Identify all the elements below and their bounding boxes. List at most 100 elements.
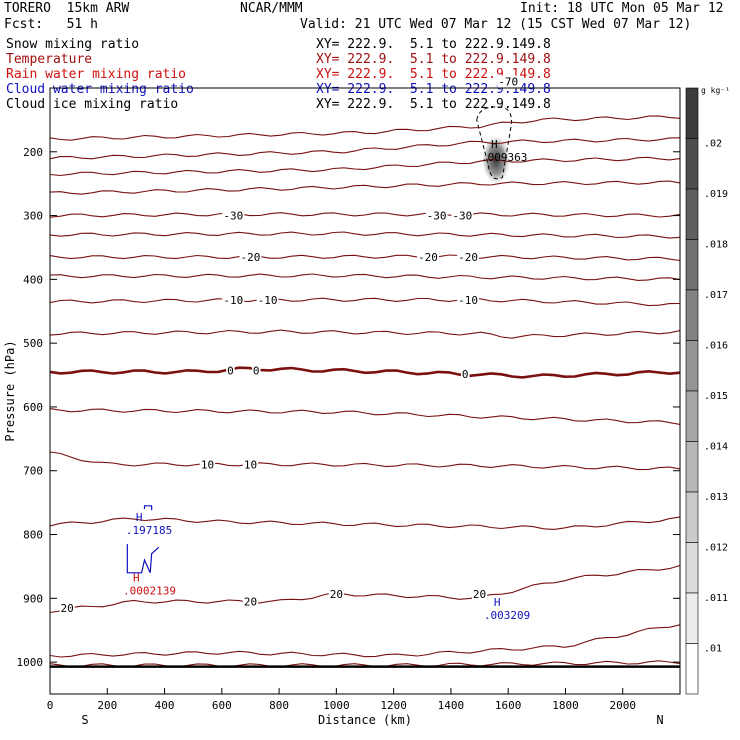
y-tick-label: 300 — [23, 210, 43, 223]
label-bg — [222, 209, 245, 223]
colorbar-segment — [685, 340, 699, 392]
maximum-marker: H — [494, 596, 501, 609]
label-bg — [199, 458, 216, 472]
legend-xy: XY= 222.9. 5.1 to 222.9.149.8 — [316, 37, 551, 52]
temperature-label: 20 — [473, 588, 486, 601]
colorbar-label: .018 — [704, 240, 728, 251]
colorbar-segment — [685, 643, 699, 695]
north-label: N — [656, 713, 663, 727]
y-tick-label: 700 — [23, 465, 43, 478]
legend-xy: XY= 222.9. 5.1 to 222.9.149.8 — [316, 82, 551, 97]
legend-label: Snow mixing ratio — [6, 37, 140, 52]
label-bg — [425, 209, 448, 223]
temperature-contour — [50, 156, 680, 177]
temperature-label: -10 — [223, 294, 243, 307]
init-time: Init: 18 UTC Mon 05 Mar 12 — [520, 1, 724, 16]
maximum-marker: H — [136, 511, 143, 524]
colorbar-label: .013 — [704, 492, 728, 503]
x-axis-label: Distance (km) — [318, 713, 412, 727]
center-title: NCAR/MMM — [240, 1, 303, 16]
label-bg — [251, 364, 261, 378]
colorbar-label: .02 — [704, 139, 722, 150]
colorbar-units: g kg⁻¹ — [701, 86, 730, 95]
x-tick-label: 1800 — [552, 699, 579, 712]
colorbar-label: .011 — [704, 593, 728, 604]
label-bg — [451, 209, 474, 223]
temperature-contour — [50, 366, 680, 379]
temperature-label: 20 — [330, 588, 343, 601]
x-tick-label: 600 — [212, 699, 232, 712]
valid-time: Valid: 21 UTC Wed 07 Mar 12 (15 CST Wed … — [300, 17, 692, 32]
colorbar-label: .01 — [704, 644, 722, 655]
colorbar-label: .017 — [704, 290, 728, 301]
label-bg — [239, 251, 262, 265]
temperature-label: 0 — [462, 368, 469, 381]
colorbar-segment — [685, 138, 699, 190]
cloud-water-contour — [126, 544, 160, 574]
colorbar-segment — [685, 390, 699, 442]
colorbar-segment — [685, 542, 699, 594]
colorbar-label: .019 — [704, 189, 728, 200]
y-tick-label: 600 — [23, 401, 43, 414]
label-bg — [256, 293, 279, 307]
legend-xy: XY= 222.9. 5.1 to 222.9.149.8 — [316, 97, 551, 112]
label-bg — [242, 458, 259, 472]
x-tick-label: 0 — [47, 699, 54, 712]
label-bg — [59, 601, 75, 615]
label-bg — [457, 293, 480, 307]
temperature-label: -20 — [458, 251, 478, 264]
temperature-label: -70 — [498, 76, 518, 89]
label-bg — [471, 587, 488, 601]
legend-xy: XY= 222.9. 5.1 to 222.9.149.8 — [316, 52, 551, 67]
maximum-marker: H — [491, 138, 498, 151]
colorbar-segment — [685, 491, 699, 543]
model-title: TORERO 15km ARW — [4, 1, 130, 16]
colorbar-label: .016 — [704, 341, 728, 352]
temperature-contour — [50, 273, 680, 281]
colorbar-segment — [685, 87, 699, 139]
x-tick-label: 1600 — [495, 699, 522, 712]
x-tick-label: 200 — [97, 699, 117, 712]
maximum-value: .197185 — [126, 524, 172, 537]
legend-label: Rain water mixing ratio — [6, 67, 187, 82]
temperature-label: -10 — [258, 294, 278, 307]
temperature-label: 0 — [227, 365, 234, 378]
temperature-contour — [50, 564, 680, 614]
temperature-label: 20 — [61, 602, 74, 615]
temperature-contour — [50, 180, 680, 195]
x-tick-label: 1000 — [323, 699, 350, 712]
temperature-label: -30 — [427, 210, 447, 223]
temperature-contour — [50, 516, 680, 530]
y-axis-label: Pressure (hPa) — [3, 340, 17, 441]
colorbar-label: .014 — [704, 442, 728, 453]
colorbar-segment — [685, 239, 699, 291]
y-tick-label: 400 — [23, 273, 43, 286]
temperature-label: -20 — [418, 251, 438, 264]
temperature-contour — [50, 329, 680, 339]
temperature-label: 10 — [244, 458, 257, 471]
temperature-contour — [50, 451, 680, 471]
temperature-contour — [50, 254, 680, 262]
temperature-label: 0 — [253, 365, 260, 378]
colorbar-segment — [685, 188, 699, 240]
y-tick-label: 1000 — [17, 656, 44, 669]
temperature-contour — [50, 137, 680, 160]
colorbar-segment — [685, 441, 699, 493]
colorbar-segment — [685, 289, 699, 341]
colorbar-label: .015 — [704, 391, 728, 402]
south-label: S — [81, 713, 88, 727]
label-bg — [457, 251, 480, 265]
temperature-label: -30 — [452, 210, 472, 223]
colorbar-segment — [685, 592, 699, 644]
maximum-value: .009363 — [481, 151, 527, 164]
legend-label: Temperature — [6, 52, 93, 67]
cloud-water-contour — [143, 505, 153, 511]
temperature-contour — [50, 624, 680, 658]
temperature-label: -10 — [458, 294, 478, 307]
temperature-contours — [50, 115, 680, 668]
x-tick-label: 1400 — [438, 699, 465, 712]
temperature-label: 20 — [244, 596, 257, 609]
y-tick-label: 800 — [23, 529, 43, 542]
y-tick-label: 500 — [23, 337, 43, 350]
